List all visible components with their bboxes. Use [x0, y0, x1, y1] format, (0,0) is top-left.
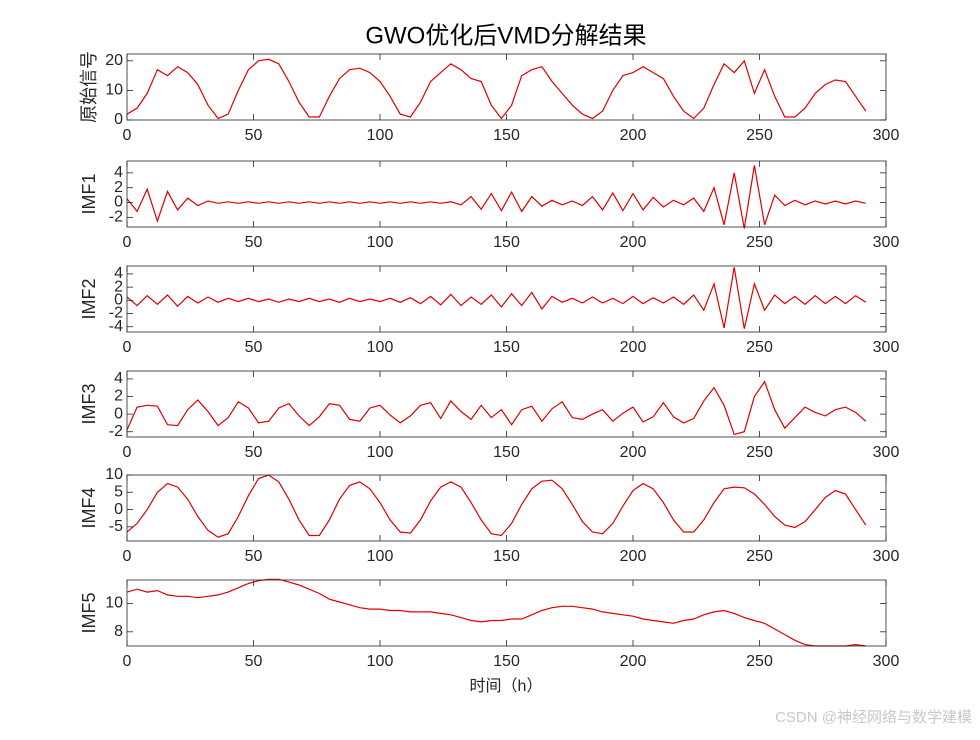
y-tick-label: -5: [109, 518, 123, 535]
x-tick-label: 150: [493, 127, 520, 144]
data-line: [126, 474, 867, 538]
data-line: [126, 578, 866, 647]
plot-area: [127, 266, 886, 332]
x-tick-label: 100: [367, 653, 394, 670]
y-tick-label: -2: [109, 305, 123, 322]
x-tick-label: 150: [493, 653, 520, 670]
x-tick-label: 200: [620, 444, 647, 461]
x-tick-label: 300: [873, 339, 900, 356]
x-tick-label: 0: [123, 127, 132, 144]
y-tick-label: 4: [114, 164, 123, 181]
y-tick-label: 4: [114, 265, 123, 282]
x-tick-label: 50: [245, 234, 263, 251]
x-tick-label: 250: [746, 234, 773, 251]
chart-title: GWO优化后VMD分解结果: [365, 22, 646, 49]
plot-area: [127, 371, 886, 437]
x-tick-label: 300: [873, 548, 900, 565]
x-tick-label: 50: [245, 444, 263, 461]
x-tick-label: 150: [493, 339, 520, 356]
x-tick-label: 300: [873, 234, 900, 251]
y-tick-label: 0: [114, 194, 123, 211]
y-axis-label: 原始信号: [79, 51, 99, 123]
plot-area: [127, 475, 886, 541]
y-tick-label: 0: [114, 405, 123, 422]
x-tick-label: 100: [367, 444, 394, 461]
x-tick-label: 50: [245, 653, 263, 670]
plot-area: [127, 580, 886, 646]
y-tick-label: 2: [114, 278, 123, 295]
x-tick-label: 50: [245, 339, 263, 356]
x-tick-label: 50: [245, 548, 263, 565]
y-tick-label: 2: [114, 179, 123, 196]
data-line: [126, 58, 867, 120]
y-tick-label: 0: [114, 501, 123, 518]
y-axis-label: IMF2: [79, 278, 99, 319]
y-tick-label: -2: [109, 209, 123, 226]
data-line: [126, 380, 867, 436]
data-line: [126, 267, 867, 329]
x-tick-label: 150: [493, 234, 520, 251]
data-line: [126, 165, 866, 229]
y-tick-label: 10: [105, 466, 123, 483]
y-tick-label: -4: [109, 318, 123, 335]
y-tick-label: 2: [114, 388, 123, 405]
x-tick-label: 0: [123, 339, 132, 356]
y-tick-label: 0: [114, 111, 123, 128]
plot-area: [127, 54, 886, 120]
x-tick-label: 300: [873, 653, 900, 670]
y-axis-label: IMF1: [79, 173, 99, 214]
x-tick-label: 150: [493, 444, 520, 461]
x-tick-label: 0: [123, 234, 132, 251]
y-axis-label: IMF3: [79, 383, 99, 424]
x-tick-label: 100: [367, 127, 394, 144]
y-tick-label: 8: [114, 623, 123, 640]
x-tick-label: 100: [367, 548, 394, 565]
x-tick-label: 250: [746, 653, 773, 670]
y-axis-label: IMF4: [79, 487, 99, 528]
x-axis-label: 时间（h）: [470, 677, 543, 695]
x-tick-label: 200: [620, 548, 647, 565]
x-tick-label: 200: [620, 339, 647, 356]
y-tick-label: 10: [105, 82, 123, 99]
x-tick-label: 250: [746, 127, 773, 144]
watermark: CSDN @神经网络与数学建模: [775, 709, 972, 726]
x-tick-label: 300: [873, 127, 900, 144]
x-tick-label: 250: [746, 444, 773, 461]
x-tick-label: 250: [746, 548, 773, 565]
y-tick-label: 10: [105, 595, 123, 612]
y-tick-label: -2: [109, 423, 123, 440]
y-tick-label: 4: [114, 370, 123, 387]
y-axis-label: IMF5: [79, 592, 99, 633]
x-tick-label: 300: [873, 444, 900, 461]
y-tick-label: 0: [114, 292, 123, 309]
x-tick-label: 0: [123, 548, 132, 565]
x-tick-label: 200: [620, 127, 647, 144]
x-tick-label: 200: [620, 234, 647, 251]
x-tick-label: 0: [123, 444, 132, 461]
x-tick-label: 200: [620, 653, 647, 670]
x-tick-label: 100: [367, 234, 394, 251]
y-tick-label: 5: [114, 483, 123, 500]
plot-area: [127, 161, 886, 227]
x-tick-label: 100: [367, 339, 394, 356]
y-tick-label: 20: [105, 52, 123, 69]
x-tick-label: 150: [493, 548, 520, 565]
x-tick-label: 250: [746, 339, 773, 356]
x-tick-label: 50: [245, 127, 263, 144]
x-tick-label: 0: [123, 653, 132, 670]
